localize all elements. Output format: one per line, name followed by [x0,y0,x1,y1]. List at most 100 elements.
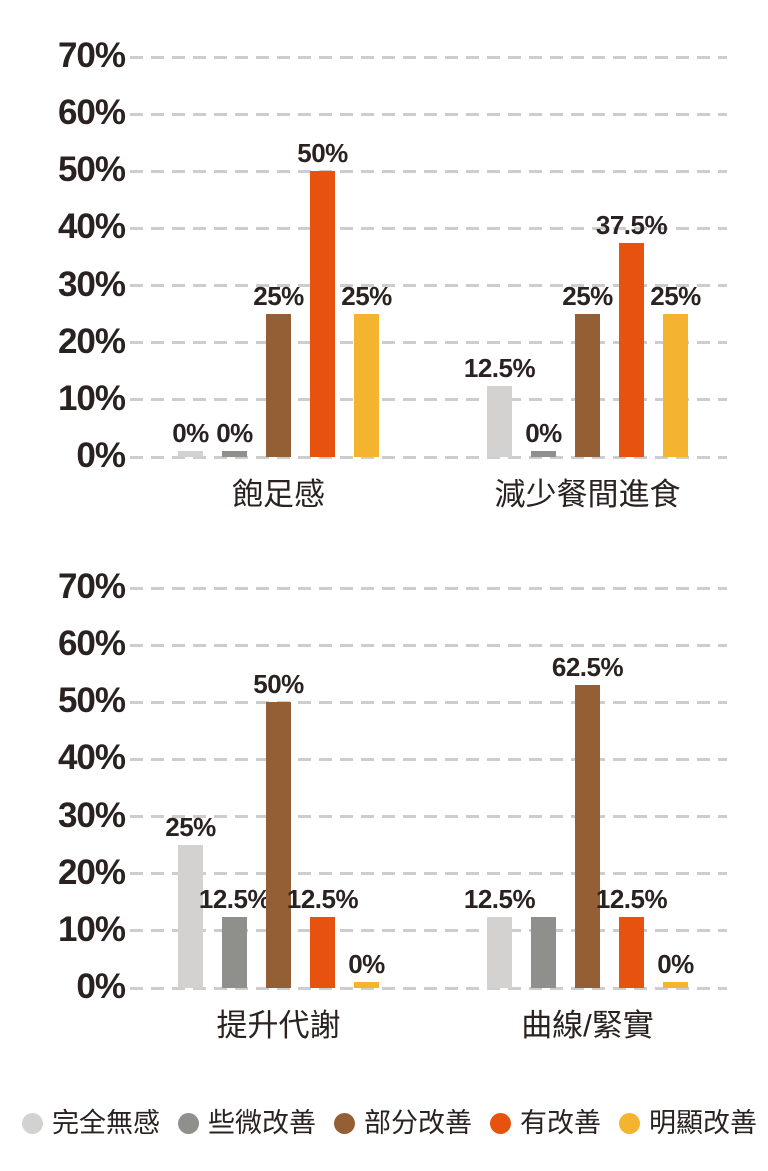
bar [531,917,556,988]
bar [310,917,335,988]
bar [619,917,644,988]
y-axis-tick: 20% [57,852,126,892]
bar-value-label: 25% [650,281,701,311]
bar [354,982,379,988]
bar-value-label: 0% [348,949,385,979]
y-axis-tick: 0% [76,436,126,476]
legend-label: 些微改善 [208,1107,316,1138]
gridline [130,586,727,590]
legend-swatch-icon [490,1112,511,1134]
bar-group: 25% 12.5% 50% 12.5% 0% [165,671,385,988]
bar-value-label: 12.5% [198,884,271,914]
legend-label: 有改善 [520,1107,601,1138]
bar-with-label: 25% [562,283,613,457]
bar-value-label: 0% [216,418,253,448]
category-label: 提升代謝 [216,1008,341,1043]
bar-with-label: 0% [525,420,562,457]
y-axis-tick: 40% [57,738,126,778]
y-axis: 70% 60% 50% 40% 30% 20% 10% 0% [0,567,130,1006]
legend-label: 完全無感 [52,1107,160,1138]
legend-item: 部分改善 [334,1107,472,1138]
gridline [130,929,727,933]
bar [663,314,688,457]
bar [222,451,247,457]
bar-value-label: 25% [253,281,304,311]
category-label: 飽足感 [232,477,325,512]
legend-item: 完全無感 [22,1107,160,1138]
bar [663,982,688,988]
legend-item: 些微改善 [178,1107,316,1138]
legend-swatch-icon [22,1112,43,1134]
gridline [130,986,727,990]
y-axis-tick: 30% [57,795,126,835]
gridline [130,112,727,116]
y-axis-tick: 60% [57,93,126,133]
y-axis-tick: 50% [57,681,126,721]
gridline [130,398,727,402]
bar-value-label: 50% [297,138,348,168]
bar-value-label: 25% [165,812,216,842]
bar-with-label: 0% [172,420,209,457]
bar [575,685,600,988]
gridline [130,872,727,876]
bar-group: 12.5% 0% 25% 37.5% 25% [464,210,701,457]
bar [266,702,291,988]
bar-value-label: 12.5% [463,353,536,383]
bar-value-label: 25% [562,281,613,311]
legend-label: 部分改善 [364,1107,472,1138]
bar-with-label [531,886,556,988]
bar [531,451,556,457]
bar [487,386,512,457]
bar-value-label: 62.5% [551,652,624,682]
legend-item: 有改善 [490,1107,601,1138]
y-axis-tick: 0% [76,967,126,1007]
legend-swatch-icon [334,1112,355,1134]
bar-value-label: 0% [172,418,209,448]
bar-with-label: 12.5% [596,886,668,988]
bar [619,243,644,457]
bar-with-label: 0% [216,420,253,457]
bar-value-label: 0% [657,949,694,979]
y-axis-tick: 10% [57,910,126,950]
gridline [130,757,727,761]
bar-value-label: 0% [525,418,562,448]
y-axis-tick: 40% [57,207,126,247]
bar-value-label: 12.5% [286,884,359,914]
gridline [130,55,727,59]
bar-value-label: 37.5% [595,210,668,240]
bar-chart-panel-top: 70% 60% 50% 40% 30% 20% 10% 0% 0% 0% 25% 50% 25% 飽足感 1… [0,36,768,512]
bar [354,314,379,457]
bar-with-label: 50% [297,140,348,457]
bar-with-label: 0% [657,951,694,988]
y-axis-tick: 10% [57,379,126,419]
bar [575,314,600,457]
bar-with-label: 12.5% [464,886,536,988]
legend: 完全無感 些微改善 部分改善 有改善 明顯改善 [22,1109,757,1137]
category-label: 曲線/緊實 [521,1008,654,1043]
bar [222,917,247,988]
bar [487,917,512,988]
y-axis-tick: 50% [57,150,126,190]
bar-with-label: 25% [650,283,701,457]
bar-with-label: 25% [341,283,392,457]
bar [310,171,335,457]
gridline [130,643,727,647]
bar-with-label: 62.5% [552,654,624,988]
bar-with-label: 25% [253,283,304,457]
legend-swatch-icon [178,1112,199,1134]
y-axis-tick: 30% [57,264,126,304]
gridline [130,284,727,288]
legend-label: 明顯改善 [649,1107,757,1138]
bar [178,845,203,988]
plot-area: 0% 0% 25% 50% 25% 飽足感 12.5% 0% 25% 37.5% 25% 減少餐間進食 [130,55,727,512]
gridline [130,700,727,704]
plot-area: 25% 12.5% 50% 12.5% 0% 提升代謝 12.5% 62.5% 12.5% 0% 曲… [130,586,727,1043]
y-axis: 70% 60% 50% 40% 30% 20% 10% 0% [0,36,130,475]
bar [178,451,203,457]
bar-group: 0% 0% 25% 50% 25% [172,140,392,457]
gridline [130,169,727,173]
y-axis-tick: 60% [57,624,126,664]
gridline [130,455,727,459]
gridline [130,815,727,819]
y-axis-tick: 70% [57,36,126,76]
